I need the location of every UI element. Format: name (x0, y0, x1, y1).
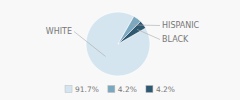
legend-label: 4.2% (118, 85, 137, 94)
legend-swatch (146, 86, 153, 93)
pie (86, 12, 150, 76)
legend-swatch (65, 86, 72, 93)
pie-slice (118, 21, 146, 44)
leader-line (74, 32, 106, 57)
slice-label: WHITE (46, 27, 72, 36)
slice-label: HISPANIC (162, 21, 200, 30)
legend-label: 4.2% (156, 85, 175, 94)
leader-line (133, 24, 160, 26)
background (0, 0, 240, 100)
legend: 91.7% 4.2% 4.2% (65, 85, 175, 94)
leader-line (137, 29, 160, 39)
legend-label: 91.7% (75, 85, 99, 94)
pie-slice (86, 12, 150, 76)
annotations: WHITE HISPANIC BLACK (46, 21, 200, 56)
slice-label: BLACK (162, 35, 189, 44)
chart: WHITE HISPANIC BLACK 91.7% 4.2% 4.2% (0, 0, 240, 100)
legend-swatch (108, 86, 115, 93)
